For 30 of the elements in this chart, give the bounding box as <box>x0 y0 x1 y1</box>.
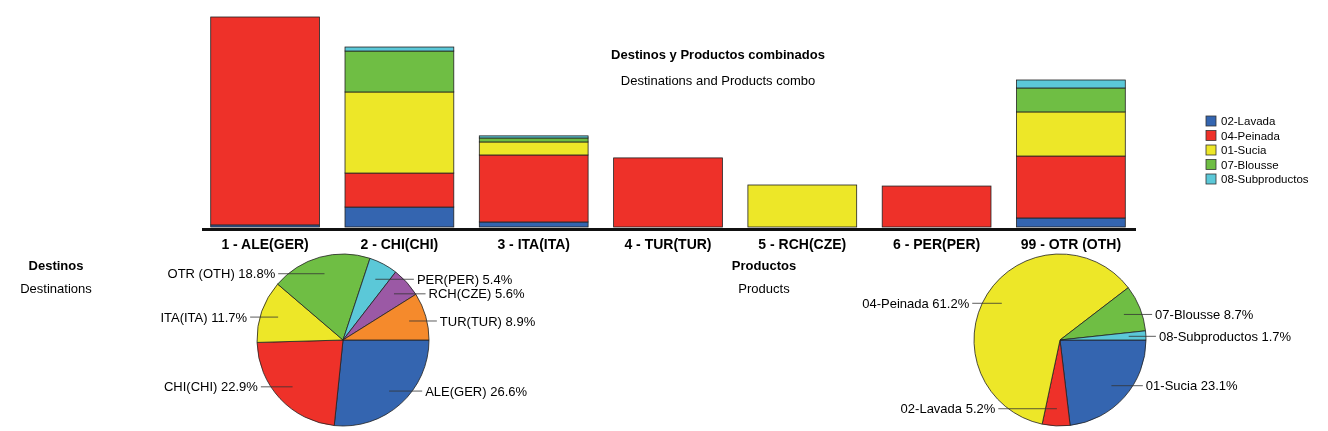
slice-label: RCH(CZE) 5.6% <box>428 286 526 302</box>
slice-label: CHI(CHI) 22.9% <box>163 379 259 395</box>
slice-label: ALE(GER) 26.6% <box>425 383 528 399</box>
text: Destinations and Products combo <box>620 73 816 88</box>
text: Destinations <box>20 281 93 296</box>
legend-label: 04-Peinada <box>1221 129 1281 142</box>
x-tick-label: 6 - PER(PER) <box>893 236 981 252</box>
text: Destinos <box>28 258 84 273</box>
chart-title: Productos <box>731 258 797 273</box>
x-tick-label: 3 - ITA(ITA) <box>497 236 570 252</box>
slice-label: OTR (OTH) 18.8% <box>167 266 276 282</box>
x-tick-label: 99 - OTR (OTH) <box>1020 236 1122 252</box>
text: Products <box>738 281 791 296</box>
legend-label: 02-Lavada <box>1221 115 1276 127</box>
legend-label: 08-Subproductos <box>1221 173 1309 185</box>
slice-label: ITA(ITA) 11.7% <box>160 309 248 325</box>
slice-label: 02-Lavada 5.2% <box>900 401 996 417</box>
slice-label: 04-Peinada 61.2% <box>862 295 970 311</box>
slice-label: PER(PER) 5.4% <box>416 271 513 287</box>
slice-label: 01-Sucia 23.1% <box>1145 378 1239 394</box>
text: Destinos y Productos combinados <box>611 47 825 62</box>
x-tick-label: 4 - TUR(TUR) <box>624 236 712 252</box>
x-tick-label: 1 - ALE(GER) <box>221 236 309 252</box>
x-tick-label: 5 - RCH(CZE) <box>758 236 847 252</box>
legend-label: 01-Sucia <box>1221 144 1267 156</box>
slice-label: TUR(TUR) 8.9% <box>439 313 536 329</box>
slice-label: 07-Blousse 8.7% <box>1155 307 1254 322</box>
slice-label: 08-Subproductos 1.7% <box>1158 328 1292 344</box>
x-tick-label: 2 - CHI(CHI) <box>360 236 439 252</box>
legend-label: 07-Blousse <box>1221 158 1279 171</box>
